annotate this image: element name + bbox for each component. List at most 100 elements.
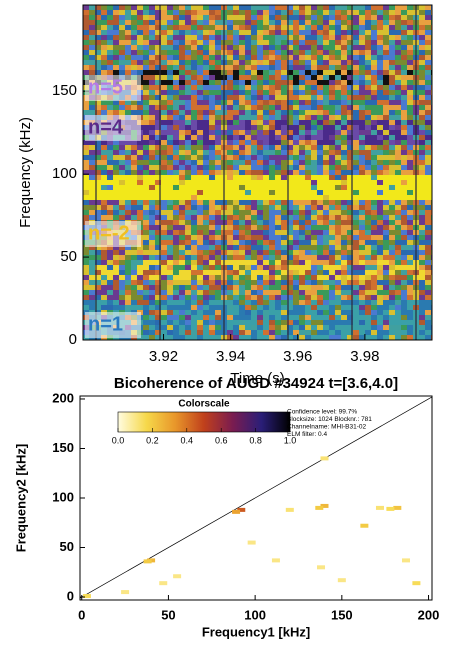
spectrogram-cell: [407, 250, 413, 255]
spectrogram-cell: [185, 95, 191, 100]
spectrogram-cell: [269, 30, 275, 35]
spectrogram-cell: [107, 150, 113, 155]
spectrogram-cell: [239, 40, 245, 45]
spectrogram-cell: [353, 170, 359, 175]
spectrogram-cell: [119, 280, 125, 285]
spectrogram-cell: [239, 225, 245, 230]
spectrogram-cell: [191, 195, 197, 200]
spectrogram-cell: [269, 270, 275, 275]
spectrogram-cell: [365, 210, 371, 215]
spectrogram-cell: [359, 30, 365, 35]
spectrogram-cell: [425, 300, 431, 305]
spectrogram-cell: [257, 160, 263, 165]
spectrogram-cell: [161, 305, 167, 310]
spectrogram-cell: [209, 120, 215, 125]
spectrogram-cell: [197, 150, 203, 155]
spectrogram-cell: [245, 270, 251, 275]
spectrogram-cell: [377, 70, 383, 75]
spectrogram-cell: [245, 110, 251, 115]
spectrogram-cell: [113, 70, 119, 75]
spectrogram-cell: [395, 85, 401, 90]
spectrogram-cell: [233, 275, 239, 280]
spectrogram-cell: [425, 150, 431, 155]
spectrogram-cell: [389, 135, 395, 140]
spectrogram-cell: [419, 110, 425, 115]
spectrogram-cell: [299, 130, 305, 135]
spectrogram-cell: [161, 100, 167, 105]
spectrogram-cell: [323, 20, 329, 25]
spectrogram-cell: [275, 330, 281, 335]
spectrogram-cell: [239, 310, 245, 315]
spectrogram-cell: [179, 125, 185, 130]
spectrogram-cell: [359, 325, 365, 330]
spectrogram-cell: [257, 10, 263, 15]
spectrogram-cell: [257, 75, 263, 80]
spectrogram-cell: [425, 175, 432, 180]
spectrogram-cell: [179, 295, 185, 300]
spectrogram-cell: [257, 195, 263, 200]
spectrogram-cell: [395, 145, 401, 150]
spectrogram-cell: [239, 270, 245, 275]
spectrogram-cell: [209, 150, 215, 155]
spectrogram-cell: [149, 75, 155, 80]
spectrogram-cell: [203, 200, 209, 205]
spectrogram-cell: [101, 180, 107, 185]
spectrogram-cell: [209, 40, 215, 45]
spectrogram-cell: [125, 285, 131, 290]
spectrogram-cell: [371, 80, 377, 85]
spectrogram-cell: [137, 300, 143, 305]
spectrogram-cell: [191, 315, 197, 320]
spectrogram-cell: [197, 330, 203, 335]
spectrogram-cell: [317, 5, 323, 10]
spectrogram-cell: [299, 10, 305, 15]
spectrogram-cell: [389, 235, 395, 240]
x-tick-label: 3.96: [283, 348, 312, 365]
spectrogram-cell: [101, 20, 107, 25]
spectrogram-cell: [245, 245, 251, 250]
spectrogram-cell: [389, 10, 395, 15]
spectrogram-cell: [371, 215, 377, 220]
spectrogram-cell: [137, 110, 143, 115]
spectrogram-cell: [257, 170, 263, 175]
spectrogram-cell: [149, 135, 155, 140]
spectrogram-cell: [185, 325, 191, 330]
spectrogram-cell: [257, 250, 263, 255]
spectrogram-cell: [401, 235, 407, 240]
spectrogram-cell: [377, 290, 383, 295]
spectrogram-cell: [275, 135, 281, 140]
spectrogram-cell: [197, 185, 203, 190]
spectrogram-cell: [173, 325, 179, 330]
spectrogram-cell: [191, 95, 197, 100]
spectrogram-cell: [203, 290, 209, 295]
spectrogram-cell: [269, 330, 275, 335]
spectrogram-cell: [383, 135, 389, 140]
spectrogram-cell: [341, 20, 347, 25]
spectrogram-cell: [209, 300, 215, 305]
spectrogram-cell: [167, 130, 173, 135]
spectrogram-cell: [305, 335, 311, 340]
spectrogram-cell: [275, 140, 281, 145]
spectrogram-cell: [107, 30, 113, 35]
spectrogram-cell: [263, 30, 269, 35]
spectrogram-cell: [167, 110, 173, 115]
spectrogram-cell: [137, 290, 143, 295]
spectrogram-cell: [317, 45, 323, 50]
spectrogram-cell: [305, 75, 311, 80]
spectrogram-cell: [257, 135, 263, 140]
spectrogram-cell: [299, 25, 305, 30]
spectrogram-cell: [335, 80, 341, 85]
spectrogram-cell: [365, 195, 371, 200]
spectrogram-cell: [173, 115, 179, 120]
spectrogram-cell: [101, 30, 107, 35]
spectrogram-cell: [407, 330, 413, 335]
spectrogram-cell: [203, 245, 209, 250]
spectrogram-cell: [263, 280, 269, 285]
spectrogram-cell: [203, 60, 209, 65]
spectrogram-cell: [257, 275, 263, 280]
spectrogram-cell: [401, 100, 407, 105]
spectrogram-cell: [299, 210, 305, 215]
spectrogram-cell: [179, 50, 185, 55]
spectrogram-cell: [311, 70, 317, 75]
spectrogram-cell: [173, 250, 179, 255]
spectrogram-cell: [125, 160, 131, 165]
